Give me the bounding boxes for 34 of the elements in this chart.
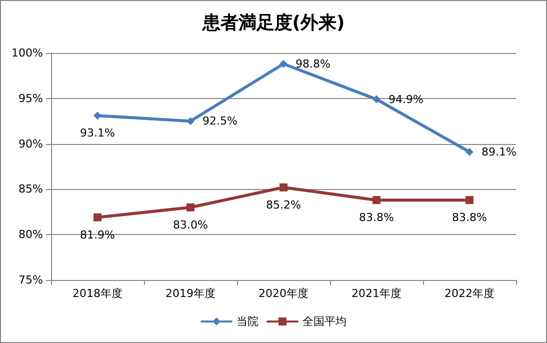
y-tick-label: 95%: [18, 92, 43, 105]
data-label: 89.1%: [482, 145, 516, 158]
legend-label: 全国平均: [302, 315, 346, 328]
data-label: 93.1%: [80, 126, 115, 140]
legend-label: 当院: [236, 315, 258, 328]
point: [466, 196, 474, 204]
data-label: 98.8%: [296, 57, 330, 70]
point: [280, 183, 288, 192]
y-tick-label: 100%: [12, 46, 43, 60]
chart-title: 患者満足度(外来): [201, 12, 345, 34]
x-tick-label: 2018年度: [72, 287, 122, 300]
data-label: 83.0%: [173, 218, 208, 232]
point: [372, 196, 380, 204]
point: [186, 203, 194, 212]
point: [94, 112, 102, 120]
y-tick-label: 75%: [18, 274, 43, 286]
data-label: 83.8%: [452, 211, 487, 224]
point: [466, 148, 474, 156]
y-tick-label: 80%: [18, 228, 43, 242]
point: [94, 213, 102, 222]
data-label: 94.9%: [388, 92, 424, 106]
y-tick-label: 90%: [18, 137, 43, 150]
y-tick-label: 85%: [18, 182, 43, 196]
data-label: 81.9%: [80, 228, 115, 242]
point: [186, 117, 194, 126]
x-tick-label: 2019年度: [166, 287, 216, 300]
x-tick-label: 2020年度: [258, 287, 308, 300]
x-tick-label: 2022年度: [444, 287, 494, 300]
point: [280, 60, 288, 68]
data-label: 92.5%: [202, 114, 238, 128]
x-tick-label: 2021年度: [352, 287, 402, 300]
data-label: 85.2%: [266, 198, 301, 212]
point: [372, 95, 380, 104]
data-label: 83.8%: [359, 211, 394, 224]
